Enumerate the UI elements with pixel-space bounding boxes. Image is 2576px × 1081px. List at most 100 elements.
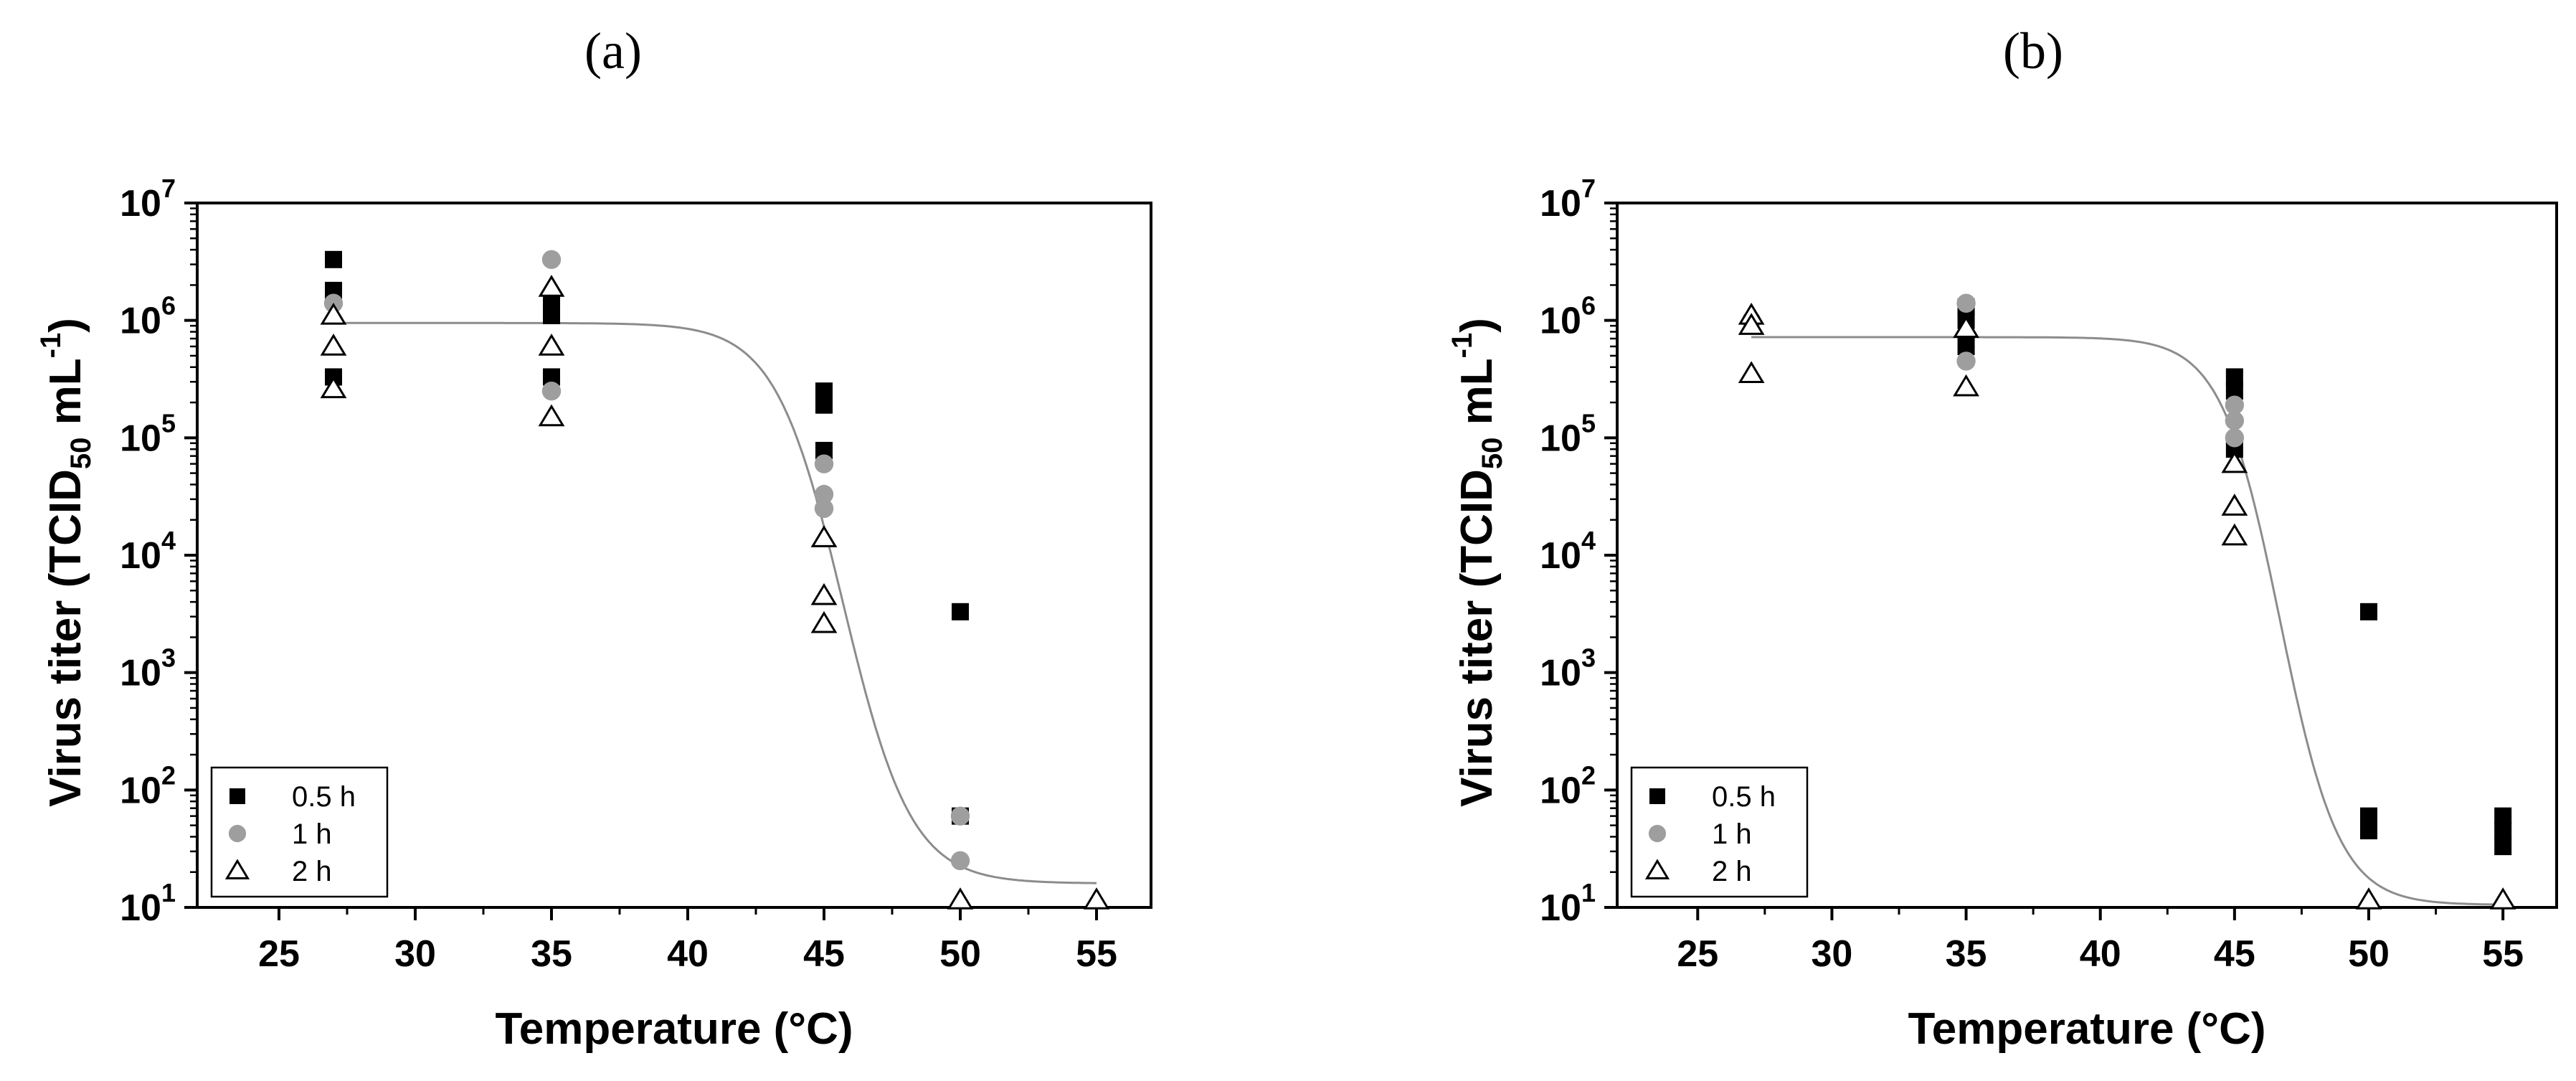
- data-point-circle: [2225, 395, 2245, 415]
- data-point-triangle: [538, 334, 565, 356]
- legend-label: 1 h: [292, 818, 332, 850]
- data-point-triangle: [810, 610, 838, 633]
- data-point-circle: [541, 250, 562, 270]
- data-point-circle: [950, 851, 970, 871]
- panel-label: (b): [2003, 22, 2063, 80]
- data-point-triangle: [2489, 887, 2516, 910]
- legend-label: 2 h: [292, 856, 332, 887]
- legend-label: 1 h: [1712, 818, 1752, 850]
- series-2-h: [320, 275, 1110, 910]
- y-tick-label: 104: [120, 526, 176, 577]
- data-point-triangle: [224, 859, 250, 879]
- y-tick-label: 103: [1540, 643, 1596, 694]
- data-point-triangle: [810, 525, 838, 547]
- x-tick-label: 40: [667, 933, 709, 975]
- series-1-h: [323, 250, 970, 871]
- fit-curve: [1751, 336, 2504, 906]
- data-point-triangle: [1738, 361, 1765, 384]
- y-tick-label: 106: [120, 291, 176, 342]
- data-point-triangle: [2221, 494, 2248, 516]
- data-point-circle: [1956, 351, 1976, 371]
- legend-label: 2 h: [1712, 856, 1752, 887]
- data-point-circle: [814, 454, 834, 473]
- data-point-square: [2360, 822, 2377, 840]
- y-tick-label: 105: [120, 408, 176, 459]
- x-tick-label: 55: [1076, 933, 1117, 975]
- chart-panel-b: (b) 25 30 35 40 45 50 55 101 102 103 104 105 106 107 Te…: [1446, 22, 2558, 1054]
- data-point-triangle: [2355, 887, 2382, 910]
- y-tick-label: 106: [1540, 291, 1596, 342]
- data-point-triangle: [2221, 450, 2248, 473]
- data-point-triangle: [320, 376, 347, 399]
- data-point-square: [325, 250, 342, 268]
- x-tick-label: 55: [2482, 933, 2524, 975]
- data-point-square: [2360, 603, 2377, 620]
- y-tick-label: 103: [120, 643, 176, 694]
- data-point-square: [2360, 807, 2377, 825]
- panel-label: (a): [584, 22, 642, 80]
- x-tick-label: 50: [2348, 933, 2390, 975]
- data-point-square: [2494, 838, 2512, 856]
- y-tick-label: 102: [1540, 760, 1596, 811]
- series-0-5-h: [1957, 298, 2512, 856]
- data-point-triangle: [320, 334, 347, 356]
- y-tick-label: 102: [120, 760, 176, 811]
- data-point-triangle: [1738, 313, 1765, 335]
- x-tick-label: 40: [2080, 933, 2121, 975]
- y-tick-label: 107: [1540, 174, 1596, 225]
- series-1-h: [1741, 293, 2245, 448]
- y-tick-label: 107: [120, 174, 176, 225]
- x-tick-label: 25: [1677, 933, 1718, 975]
- legend-label: 0.5 h: [1712, 781, 1776, 813]
- data-point-square: [2494, 807, 2512, 825]
- legend-entry: 1 h: [228, 818, 332, 850]
- x-axis-label: Temperature (°C): [495, 1004, 853, 1054]
- data-point-circle: [541, 382, 562, 401]
- data-point-circle: [1648, 824, 1667, 843]
- y-tick-label: 101: [1540, 878, 1596, 929]
- x-tick-label: 50: [939, 933, 981, 975]
- data-point-triangle: [538, 404, 565, 427]
- data-point-triangle: [1644, 859, 1670, 879]
- y-tick-label: 105: [1540, 408, 1596, 459]
- legend-entry: 0.5 h: [1649, 781, 1776, 813]
- data-point-triangle: [320, 302, 347, 325]
- data-point-square: [2494, 822, 2512, 840]
- series-2-h: [1738, 302, 2516, 910]
- data-point-circle: [2225, 428, 2245, 448]
- y-axis-label: Virus titer (TCID50 mL-1): [1446, 318, 1508, 807]
- y-tick-label: 101: [120, 878, 176, 929]
- series-0-5-h: [325, 250, 969, 825]
- x-tick-label: 45: [2214, 933, 2255, 975]
- legend-entry: 2 h: [224, 856, 332, 887]
- data-point-triangle: [1083, 887, 1110, 910]
- data-point-circle: [2225, 411, 2245, 430]
- x-tick-label: 25: [258, 933, 300, 975]
- data-point-square: [952, 603, 969, 620]
- chart-panel-a: (a) 25 30 35 40 45 50 55 101 102 103 104 105 106 107 Te…: [35, 22, 1152, 1054]
- data-point-circle: [950, 806, 970, 826]
- data-point-triangle: [1953, 374, 1979, 397]
- data-point-triangle: [1953, 316, 1979, 338]
- data-point-triangle: [810, 582, 838, 605]
- data-point-triangle: [2221, 523, 2248, 546]
- data-point-circle: [814, 484, 834, 504]
- data-point-square: [543, 306, 560, 324]
- y-tick-label: 104: [1540, 526, 1596, 577]
- x-tick-label: 30: [394, 933, 436, 975]
- data-point-circle: [814, 499, 834, 519]
- legend-label: 0.5 h: [292, 781, 356, 813]
- data-point-triangle: [947, 887, 974, 910]
- x-axis-label: Temperature (°C): [1908, 1004, 2265, 1054]
- x-tick-label: 35: [1946, 933, 1987, 975]
- data-point-square: [1649, 788, 1665, 804]
- x-tick-label: 45: [803, 933, 845, 975]
- legend-entry: 1 h: [1648, 818, 1752, 850]
- data-point-circle: [1956, 293, 1976, 313]
- y-axis-label: Virus titer (TCID50 mL-1): [35, 318, 97, 807]
- data-point-circle: [228, 824, 247, 843]
- legend-entry: 2 h: [1644, 856, 1752, 887]
- x-tick-label: 30: [1812, 933, 1853, 975]
- data-point-square: [229, 788, 245, 804]
